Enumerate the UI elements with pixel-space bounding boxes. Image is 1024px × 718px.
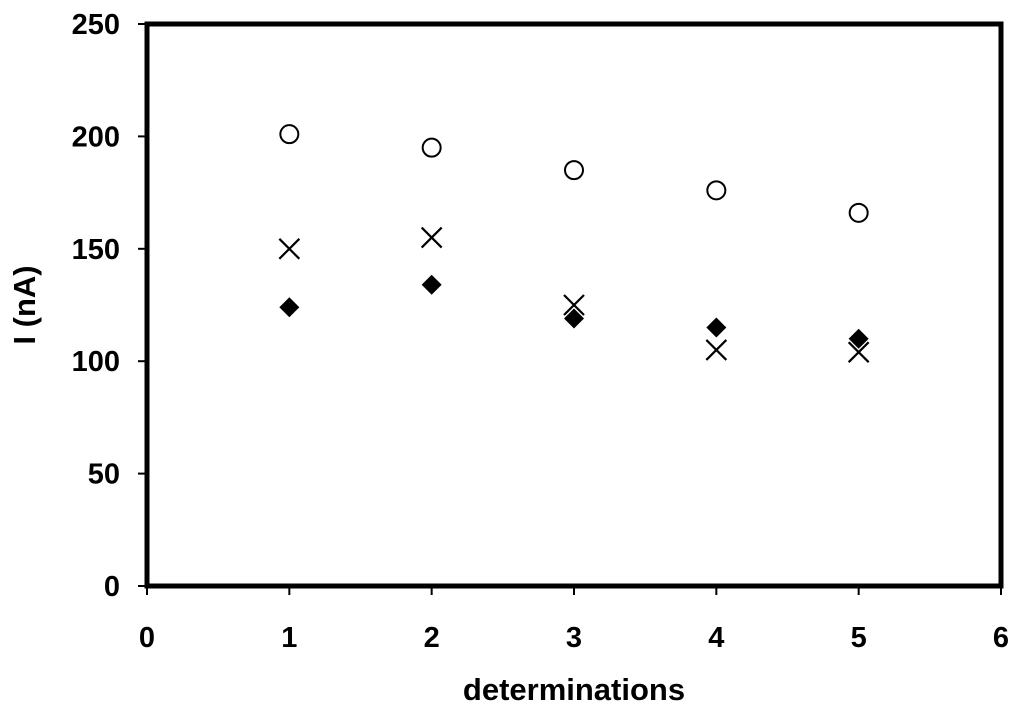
y-tick-label: 100	[72, 346, 120, 378]
y-tick-label: 250	[72, 9, 120, 41]
data-point-diamond	[564, 308, 584, 329]
y-axis-title: I (nA)	[7, 265, 42, 344]
data-point-cross	[705, 339, 728, 361]
data-point-circle	[421, 137, 442, 158]
y-tick-label: 150	[72, 234, 120, 266]
data-point-diamond	[279, 297, 300, 318]
data-point-cross	[278, 238, 301, 260]
y-tick-label: 50	[88, 459, 120, 491]
x-tick-label: 5	[851, 622, 867, 654]
y-tick-label: 0	[104, 571, 120, 603]
data-point-cross	[563, 294, 585, 316]
data-point-circle	[564, 160, 584, 181]
x-tick-label: 1	[281, 622, 297, 654]
data-point-circle	[706, 180, 727, 201]
data-point-diamond	[706, 317, 727, 338]
data-point-cross	[847, 341, 870, 363]
axis-ticks: 0 1 2 3 4 5 6 0 50 100 150 200 250	[72, 9, 1009, 654]
data-point-circle	[848, 202, 869, 223]
data-point-diamond	[848, 328, 869, 349]
x-tick-label: 2	[424, 622, 440, 654]
y-tick-label: 200	[72, 121, 120, 153]
x-tick-label: 0	[139, 622, 155, 654]
data-point-circle	[279, 124, 300, 145]
data-point-diamond	[421, 274, 442, 295]
data-point-cross	[420, 226, 443, 249]
x-axis-title: determinations	[463, 672, 685, 707]
x-tick-label: 3	[566, 622, 582, 654]
x-tick-label: 4	[708, 622, 724, 654]
data-marks	[278, 124, 870, 363]
x-tick-label: 6	[993, 622, 1009, 654]
